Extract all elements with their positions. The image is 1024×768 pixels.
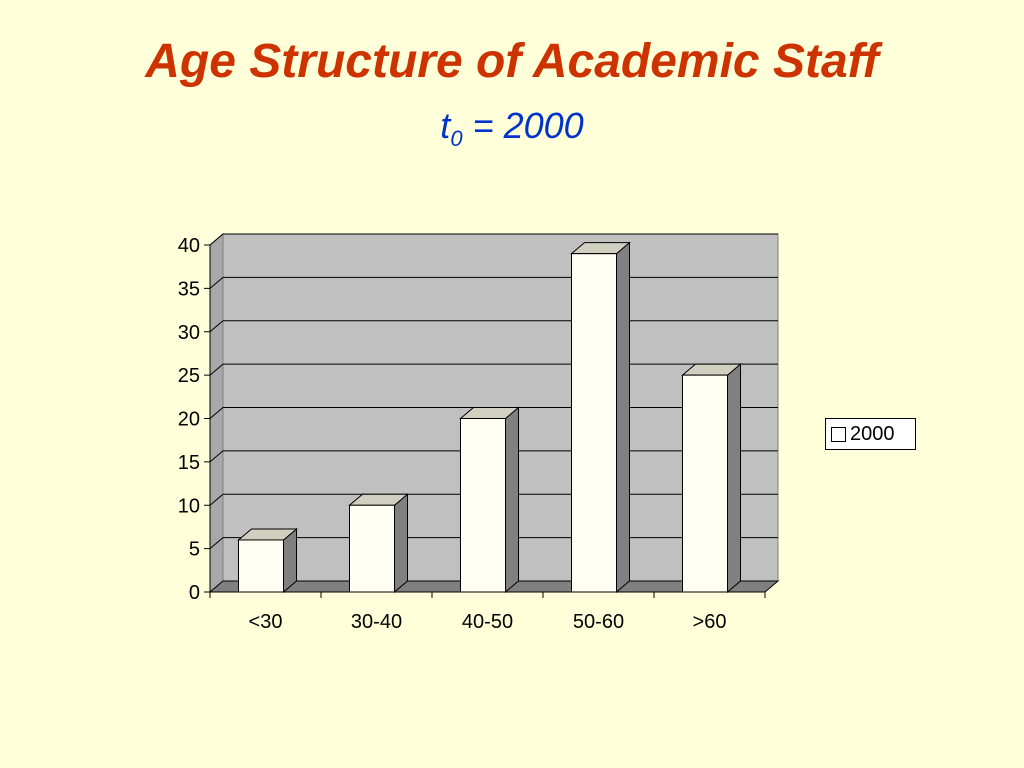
bar [682, 374, 728, 593]
y-tick-label: 10 [178, 495, 200, 517]
bar [460, 418, 506, 593]
y-tick-label: 25 [178, 365, 200, 387]
subtitle-subscript: 0 [450, 126, 463, 152]
bar [571, 253, 617, 593]
bar-side [616, 241, 630, 594]
y-tick-label: 5 [189, 539, 200, 561]
x-tick-label: <30 [249, 611, 283, 633]
y-tick-label: 20 [178, 409, 200, 431]
legend-label: 2000 [850, 422, 895, 445]
bar-side [394, 493, 408, 594]
x-tick-label: >60 [693, 611, 727, 633]
y-tick-label: 0 [189, 582, 200, 604]
subtitle-value: = 2000 [462, 105, 584, 146]
slide-title: Age Structure of Academic Staff [145, 35, 879, 88]
bar-side [505, 406, 519, 594]
y-tick-label: 30 [178, 322, 200, 344]
slide-subtitle: t0 = 2000 [0, 108, 1024, 150]
subtitle-variable: t [440, 105, 451, 146]
y-tick-label: 35 [178, 278, 200, 300]
bar [349, 504, 395, 593]
x-tick-label: 50-60 [573, 611, 624, 633]
legend-swatch [831, 426, 846, 442]
x-tick-label: 30-40 [351, 611, 402, 633]
bar-side [727, 363, 741, 594]
y-tick-label: 15 [178, 452, 200, 474]
y-tick-label: 40 [178, 235, 200, 257]
chart-legend: 2000 [825, 418, 916, 450]
x-tick-label: 40-50 [462, 611, 513, 633]
gridline [209, 233, 778, 246]
bar [238, 539, 284, 593]
